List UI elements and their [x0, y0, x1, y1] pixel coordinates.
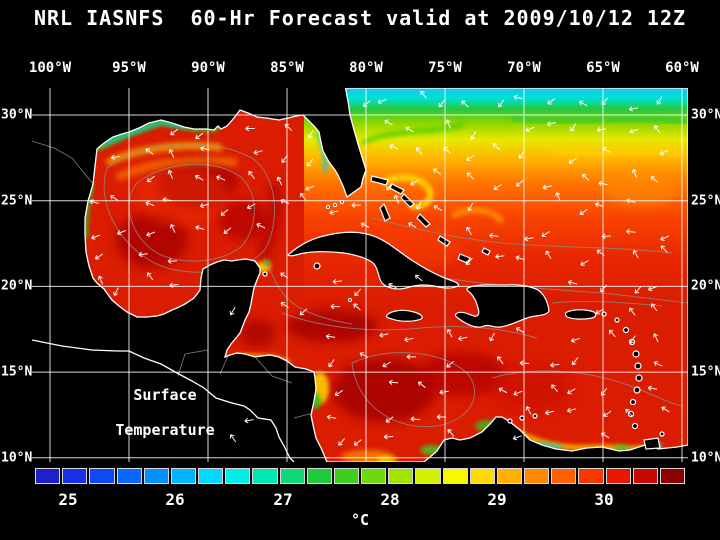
colorbar-tick-27: 27	[273, 490, 293, 509]
colorbar-segment	[415, 468, 441, 484]
lon-label-80w: 80°W	[349, 60, 383, 76]
colorbar-segment	[170, 468, 197, 484]
colorbar-segment	[252, 468, 278, 484]
lon-label-65w: 65°W	[586, 60, 620, 76]
colorbar-segment	[578, 468, 604, 484]
coastline	[84, 87, 689, 463]
colorbar-segment	[116, 468, 142, 484]
colorbar	[35, 468, 686, 484]
colorbar-segment	[35, 468, 61, 484]
florida-keys	[325, 199, 345, 210]
colorbar-segment	[279, 468, 305, 484]
lon-label-85w: 85°W	[270, 60, 304, 76]
lat-label-left-20n: 20°N	[1, 278, 33, 294]
lat-label-left-30n: 30°N	[1, 107, 33, 123]
sea-surface-field	[85, 88, 688, 462]
jamaica-island	[385, 309, 423, 322]
lon-label-90w: 90°W	[191, 60, 225, 76]
puerto-rico-island	[564, 309, 597, 320]
colorbar-unit: °C	[350, 511, 370, 529]
colorbar-segment	[659, 468, 686, 484]
colorbar-segment	[605, 468, 631, 484]
colorbar-segment	[524, 468, 550, 484]
current-vectors	[89, 90, 670, 446]
lon-label-70w: 70°W	[507, 60, 541, 76]
colorbar-tick-26: 26	[165, 490, 185, 509]
colorbar-segment	[198, 468, 224, 484]
map-annotation: Surface Temperature	[115, 386, 214, 439]
colorbar-segment	[225, 468, 251, 484]
islands	[262, 175, 665, 450]
colorbar-segment	[89, 468, 115, 484]
lon-label-95w: 95°W	[112, 60, 146, 76]
hispaniola-island	[454, 284, 550, 328]
annotation-temperature: Temperature	[115, 421, 214, 439]
annotation-surface: Surface	[133, 386, 196, 404]
colorbar-segment	[632, 468, 658, 484]
lesser-antilles-islands	[262, 271, 665, 450]
colorbar-segment	[361, 468, 387, 484]
lat-label-right-15n: 15°N	[691, 364, 720, 380]
sst-map-canvas: Surface Temperature	[31, 87, 689, 463]
colorbar-segment	[496, 468, 523, 484]
lat-label-right-10n: 10°N	[691, 450, 720, 466]
isle-of-youth	[313, 262, 321, 270]
colorbar-segment	[333, 468, 360, 484]
colorbar-tick-28: 28	[380, 490, 400, 509]
colorbar-segment	[442, 468, 468, 484]
lat-label-right-25n: 25°N	[691, 193, 720, 209]
colorbar-segment	[551, 468, 577, 484]
lat-label-left-25n: 25°N	[1, 193, 33, 209]
lat-label-right-30n: 30°N	[691, 107, 720, 123]
lon-label-75w: 75°W	[428, 60, 462, 76]
colorbar-tick-30: 30	[594, 490, 614, 509]
country-borders	[31, 140, 314, 419]
lon-label-60w: 60°W	[665, 60, 699, 76]
lat-label-left-10n: 10°N	[1, 450, 33, 466]
lon-label-100w: 100°W	[28, 60, 72, 76]
colorbar-tick-29: 29	[487, 490, 507, 509]
colorbar-segment	[469, 468, 495, 484]
sst-map: Surface Temperature	[31, 87, 689, 463]
colorbar-segment	[388, 468, 414, 484]
page-title: NRL IASNFS 60-Hr Forecast valid at 2009/…	[33, 6, 687, 30]
pacific-coastline	[31, 339, 295, 463]
lat-label-left-15n: 15°N	[1, 364, 33, 380]
colorbar-tick-25: 25	[58, 490, 78, 509]
colorbar-segment	[306, 468, 332, 484]
colorbar-segment	[62, 468, 88, 484]
colorbar-segment	[143, 468, 169, 484]
lat-label-right-20n: 20°N	[691, 278, 720, 294]
grid-lines	[32, 88, 688, 462]
